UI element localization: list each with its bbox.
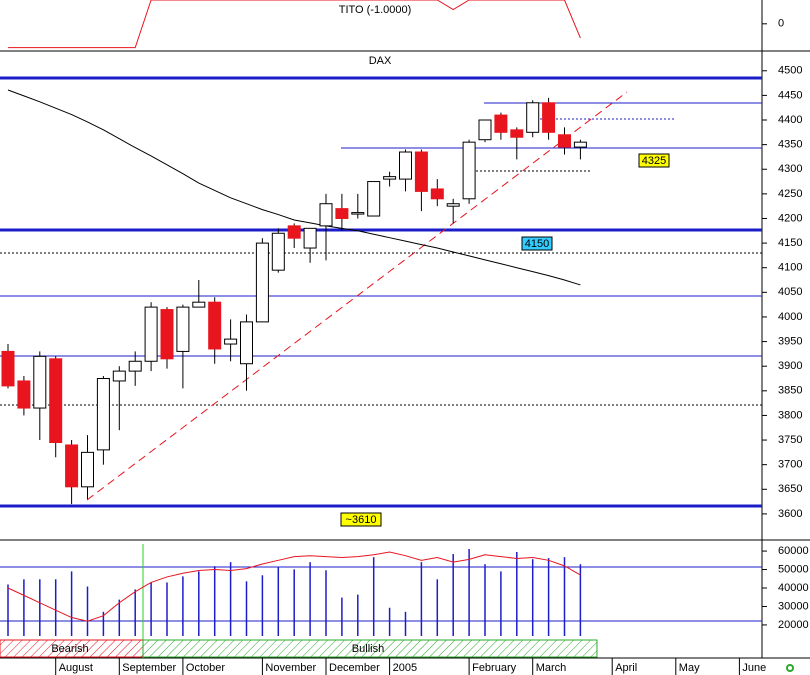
indicator-title: TITO (-1.0000) (339, 4, 412, 16)
candle-body (319, 203, 333, 227)
y-tick-label: 3650 (778, 483, 802, 495)
y-tick-label: 4500 (778, 65, 802, 77)
x-tick-label: December (329, 662, 380, 674)
candle-body (224, 338, 238, 345)
x-tick-label: March (536, 662, 567, 674)
annotation-box (521, 236, 553, 251)
candle-body (1, 350, 15, 387)
candle-body (383, 176, 397, 180)
candle-body (335, 208, 349, 219)
x-tick-label: October (186, 662, 225, 674)
price-levels (0, 76, 762, 658)
candle-body (128, 360, 142, 372)
y-tick-label: 4450 (778, 89, 802, 101)
candle-body (287, 225, 301, 239)
y-tick-label: 3600 (778, 508, 802, 520)
candle-body (510, 129, 524, 138)
x-tick-label: August (59, 662, 93, 674)
candle-body (414, 151, 428, 192)
x-tick-label: February (472, 662, 517, 674)
annotation: ~3610 (346, 514, 377, 526)
candle-body (112, 370, 126, 382)
y-tick-label: 4300 (778, 163, 802, 175)
annotation: 4325 (642, 155, 666, 167)
candle-body (96, 378, 110, 451)
candle-body (542, 102, 556, 133)
candle-body (462, 141, 476, 200)
y-tick-label: 3850 (778, 385, 802, 397)
candle-body (49, 358, 63, 444)
candle-body (430, 188, 444, 200)
panel-frame (0, 0, 810, 659)
x-tick-label: April (615, 662, 637, 674)
y-tick-label: 3750 (778, 434, 802, 446)
y-tick-label: 60000 (778, 545, 809, 557)
x-tick-label: June (742, 662, 766, 674)
y-tick-label: 4400 (778, 114, 802, 126)
candle-body (17, 380, 31, 409)
candle-body (399, 151, 412, 180)
candle-body (558, 134, 571, 148)
y-tick-label: 20000 (778, 619, 809, 631)
phase-label: Bullish (352, 643, 384, 655)
y-tick-label: 4150 (778, 237, 802, 249)
candle-body (526, 102, 540, 133)
status-icon (786, 664, 794, 672)
y-tick-label: 3900 (778, 360, 802, 372)
candle-body (160, 309, 174, 360)
y-tick-label: 4200 (778, 212, 802, 224)
candle-body (255, 242, 269, 323)
candle-body (240, 321, 253, 365)
candle-body (446, 203, 460, 207)
y-tick-label: 30000 (778, 600, 809, 612)
candle-body (33, 355, 47, 409)
y-tick-label: 3800 (778, 409, 802, 421)
candle-body (208, 301, 222, 350)
annotation-box (340, 512, 382, 527)
y-tick-label: 3700 (778, 459, 802, 471)
volume-average (7, 551, 581, 622)
annotation: 4150 (525, 238, 549, 250)
moving-average (7, 89, 581, 286)
candle-body (271, 232, 285, 271)
x-tick-label: 2005 (393, 662, 417, 674)
y-tick-label: 40000 (778, 582, 809, 594)
phase-label: Bearish (51, 643, 88, 655)
candle-body (573, 141, 587, 148)
y-tick-label: 4000 (778, 311, 802, 323)
chart-title: DAX (369, 55, 392, 67)
candle-body (144, 306, 158, 362)
x-tick-label: November (265, 662, 316, 674)
y-tick-label: 4050 (778, 286, 802, 298)
candle-body (65, 444, 79, 488)
bullish-band (142, 639, 598, 658)
annotation-box (638, 153, 670, 168)
candle-body (303, 227, 317, 249)
candle-body (494, 114, 508, 133)
candle-body (351, 212, 365, 215)
candle-body (192, 301, 206, 308)
indicator-line (8, 0, 581, 49)
candle-body (176, 306, 190, 352)
candle-body (81, 451, 94, 488)
y-tick-label: 4350 (778, 139, 802, 151)
x-tick-label: September (122, 662, 176, 674)
y-tick-label: 4100 (778, 262, 802, 274)
y-tick-label: 4250 (778, 188, 802, 200)
y-tick-label: 3950 (778, 335, 802, 347)
x-tick-label: May (679, 662, 700, 674)
candle-body (478, 119, 492, 141)
y-tick-label: 0 (778, 18, 784, 30)
y-tick-label: 50000 (778, 563, 809, 575)
candle-body (367, 181, 381, 217)
